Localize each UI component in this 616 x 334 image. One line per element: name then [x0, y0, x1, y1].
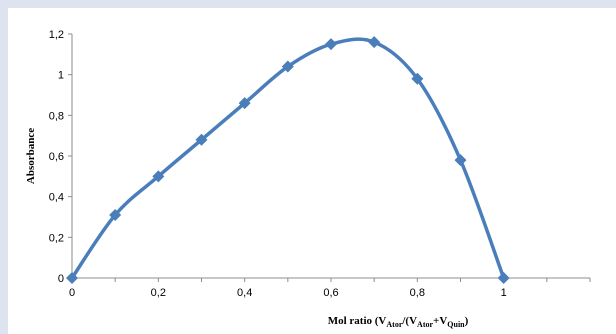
data-point: [454, 154, 467, 167]
x-axis-label-part: ): [465, 315, 469, 327]
series-line: [70, 37, 506, 279]
x-tick-label: 0,8: [410, 287, 425, 299]
x-axis-label-subscript: Ator: [386, 320, 402, 329]
x-tick-label: 0,2: [151, 287, 166, 299]
y-tick-label: 0,6: [49, 151, 64, 163]
x-axis-label: Mol ratio (VAtor/(VAtor+VQuin): [328, 315, 469, 329]
data-point: [238, 97, 251, 110]
x-axis-label-part: +V: [433, 315, 447, 327]
data-point: [195, 133, 208, 146]
x-axis-label-subscript: Ator: [417, 320, 433, 329]
data-point: [368, 36, 381, 49]
y-tick-label: 1: [58, 70, 64, 82]
x-tick-label: 1: [501, 287, 507, 299]
x-axis-label-part: /(V: [401, 315, 417, 327]
x-axis-label-part: Mol ratio (V: [328, 315, 387, 327]
y-tick-label: 1,2: [49, 29, 64, 41]
x-tick-label: 0: [69, 287, 75, 299]
data-series: [66, 36, 510, 284]
data-point: [281, 60, 294, 73]
data-point: [109, 208, 122, 221]
x-axis-label-subscript: Quin: [447, 320, 465, 329]
x-tick-label: 0,6: [323, 287, 338, 299]
data-point: [411, 72, 424, 85]
axes: [68, 33, 591, 282]
y-tick-label: 0,4: [49, 192, 64, 204]
y-tick-label: 0,2: [49, 232, 64, 244]
data-point: [66, 272, 78, 284]
x-tick-label: 0,4: [237, 287, 252, 299]
data-point: [152, 170, 165, 183]
chart-svg: 0 0,2 0,4 0,6 0,8 1 1,2 0 0,2 0,4 0,6 0,8 1 Absorban…: [25, 29, 591, 329]
data-point: [325, 38, 337, 51]
tick-labels: 0 0,2 0,4 0,6 0,8 1 1,2 0 0,2 0,4 0,6 0,8 1: [49, 29, 507, 299]
y-tick-label: 0,8: [49, 110, 64, 122]
data-point: [497, 272, 510, 284]
chart-frame: 0 0,2 0,4 0,6 0,8 1 1,2 0 0,2 0,4 0,6 0,8 1 Absorban…: [8, 8, 616, 334]
y-axis-label: Absorbance: [25, 128, 37, 184]
y-tick-label: 0: [58, 273, 64, 285]
